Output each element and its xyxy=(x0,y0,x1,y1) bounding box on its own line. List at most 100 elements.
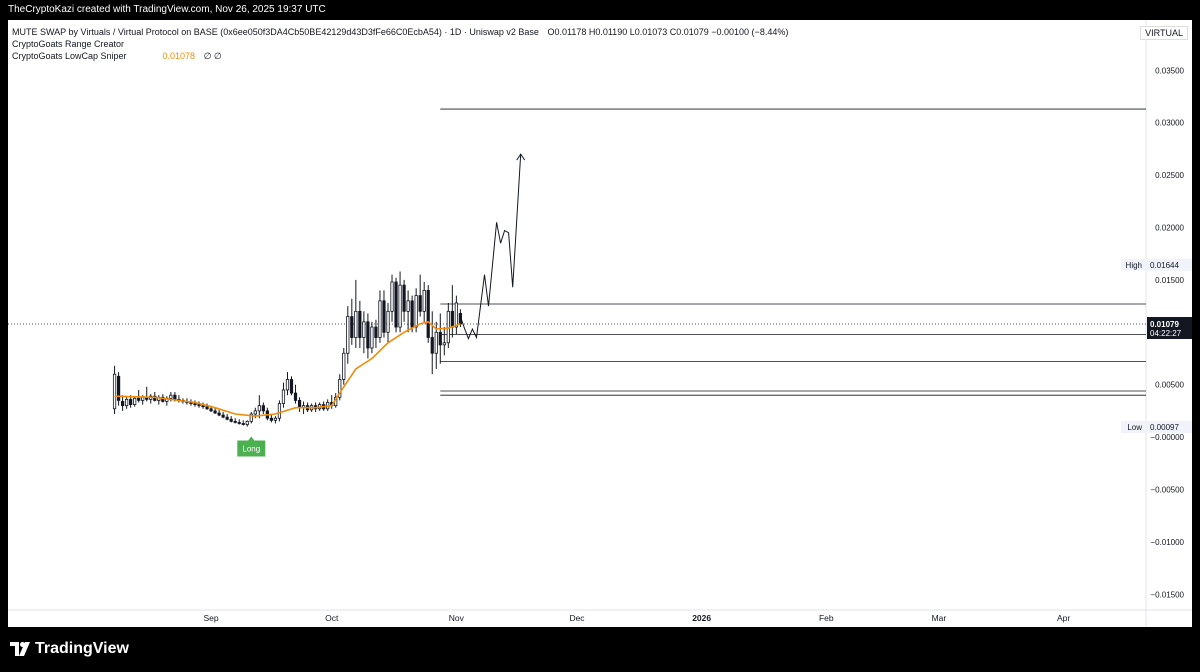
legend-indicator-2-extra: ∅ ∅ xyxy=(203,51,222,61)
candle-body xyxy=(133,397,137,406)
candle-body xyxy=(120,401,125,407)
candle-body xyxy=(398,284,402,328)
y-tick-label: −0.01500 xyxy=(1150,590,1184,599)
price-marker-value-tag xyxy=(1147,420,1192,433)
chart-legend: MUTE SWAP by Virtuals / Virtual Protocol… xyxy=(12,26,788,62)
candle-body xyxy=(293,392,298,401)
bottom-bar: TradingView xyxy=(0,627,1200,672)
candle-body xyxy=(269,417,273,421)
legend-indicator-2-row[interactable]: CryptoGoats LowCap Sniper 0.01078 ∅ ∅ xyxy=(12,50,788,62)
symbol-button[interactable]: VIRTUAL xyxy=(1140,26,1188,40)
candle-body xyxy=(374,326,378,338)
price-marker-value: 0.00097 xyxy=(1150,423,1179,432)
candle-body xyxy=(129,398,133,406)
candle-body xyxy=(406,300,410,312)
legend-ohlc: O0.01178 H0.01190 L0.01073 C0.01079 −0.0… xyxy=(547,27,789,37)
moving-average-line xyxy=(114,320,461,417)
y-tick-label: 0.02000 xyxy=(1155,223,1184,232)
current-price-tag xyxy=(1147,317,1192,340)
legend-title: MUTE SWAP by Virtuals / Virtual Protocol… xyxy=(12,27,539,37)
candle-body xyxy=(442,342,446,346)
long-signal-badge xyxy=(237,436,266,457)
candle-body xyxy=(338,379,342,398)
candle-body xyxy=(454,302,458,328)
candle-body xyxy=(281,389,286,404)
candle-body xyxy=(346,316,350,354)
candle-body xyxy=(229,418,233,422)
candle-body xyxy=(285,379,290,391)
projection-path xyxy=(459,154,522,340)
candle-body xyxy=(273,417,278,421)
projection-arrowhead xyxy=(516,153,526,161)
tradingview-logo[interactable]: TradingView xyxy=(10,640,129,658)
candle-body xyxy=(350,316,354,338)
candle-body xyxy=(366,321,370,349)
candle-body xyxy=(297,400,302,409)
candle-body xyxy=(237,422,241,424)
candle-body xyxy=(422,289,426,312)
candle-body xyxy=(233,420,237,423)
candle-body xyxy=(450,310,454,328)
candle-body xyxy=(137,397,141,401)
candle-body xyxy=(434,331,438,354)
credit-text: TheCryptoKazi created with TradingView.c… xyxy=(8,4,326,15)
candle-body xyxy=(362,321,366,338)
candle-body xyxy=(358,310,362,338)
y-tick-label: 0.03500 xyxy=(1155,66,1184,75)
tradingview-logo-icon xyxy=(10,642,30,656)
price-marker-label: Low xyxy=(1127,423,1142,432)
candle-body xyxy=(382,300,386,333)
candle-body xyxy=(289,379,294,394)
chart-panel[interactable]: 0.03500 0.03000 0.02500 0.02000 0.01500 0.005… xyxy=(8,20,1192,627)
y-tick-label: −0.00500 xyxy=(1150,485,1184,494)
candle-body xyxy=(414,295,418,328)
y-tick-label: 0.02500 xyxy=(1155,171,1184,180)
candle-body xyxy=(342,352,346,380)
x-tick-label: Nov xyxy=(449,613,465,623)
candle-body xyxy=(418,295,422,312)
candle-body xyxy=(225,416,229,420)
candle-body xyxy=(390,281,394,312)
candle-body xyxy=(221,414,225,418)
x-tick-label: Sep xyxy=(204,613,219,623)
candle-body xyxy=(241,423,245,425)
x-tick-label: Dec xyxy=(569,613,585,623)
candle-body xyxy=(213,410,217,414)
y-tick-label: 0.00500 xyxy=(1155,381,1184,390)
candle-body xyxy=(430,337,434,354)
x-tick-label: Oct xyxy=(325,613,339,623)
candle-body xyxy=(386,310,390,333)
price-marker-tag xyxy=(1121,258,1146,271)
price-marker-label: High xyxy=(1126,261,1142,270)
price-chart[interactable]: 0.03500 0.03000 0.02500 0.02000 0.01500 0.005… xyxy=(8,20,1192,627)
candle-body xyxy=(217,412,221,416)
candle-body xyxy=(201,405,205,408)
candle-body xyxy=(253,410,257,415)
candle-body xyxy=(112,373,117,410)
top-bar: TheCryptoKazi created with TradingView.c… xyxy=(0,0,1200,20)
legend-indicator-2: CryptoGoats LowCap Sniper xyxy=(12,51,127,61)
candle-body xyxy=(153,395,157,401)
countdown-timer: 04:22:27 xyxy=(1150,329,1182,338)
candle-body xyxy=(116,375,121,401)
candle-body xyxy=(378,300,382,338)
legend-indicator-2-value: 0.01078 xyxy=(162,51,196,61)
current-price-value: 0.01079 xyxy=(1150,320,1179,329)
candle-body xyxy=(209,408,213,412)
candle-body xyxy=(438,331,442,346)
y-tick-label: 0.01500 xyxy=(1155,276,1184,285)
price-marker-tag xyxy=(1121,420,1146,433)
candle-body xyxy=(257,405,261,412)
legend-title-row: MUTE SWAP by Virtuals / Virtual Protocol… xyxy=(12,26,788,38)
x-tick-label: Feb xyxy=(819,613,834,623)
price-marker-value-tag xyxy=(1147,258,1192,271)
x-tick-label: 2026 xyxy=(692,613,711,623)
candle-body xyxy=(261,405,265,412)
candle-body xyxy=(161,396,165,402)
candle-body xyxy=(410,300,414,328)
candle-body xyxy=(125,398,129,407)
y-tick-label: 0.03000 xyxy=(1155,119,1184,128)
candle-body xyxy=(402,284,406,312)
candle-body xyxy=(173,394,177,400)
legend-indicator-1[interactable]: CryptoGoats Range Creator xyxy=(12,39,125,49)
